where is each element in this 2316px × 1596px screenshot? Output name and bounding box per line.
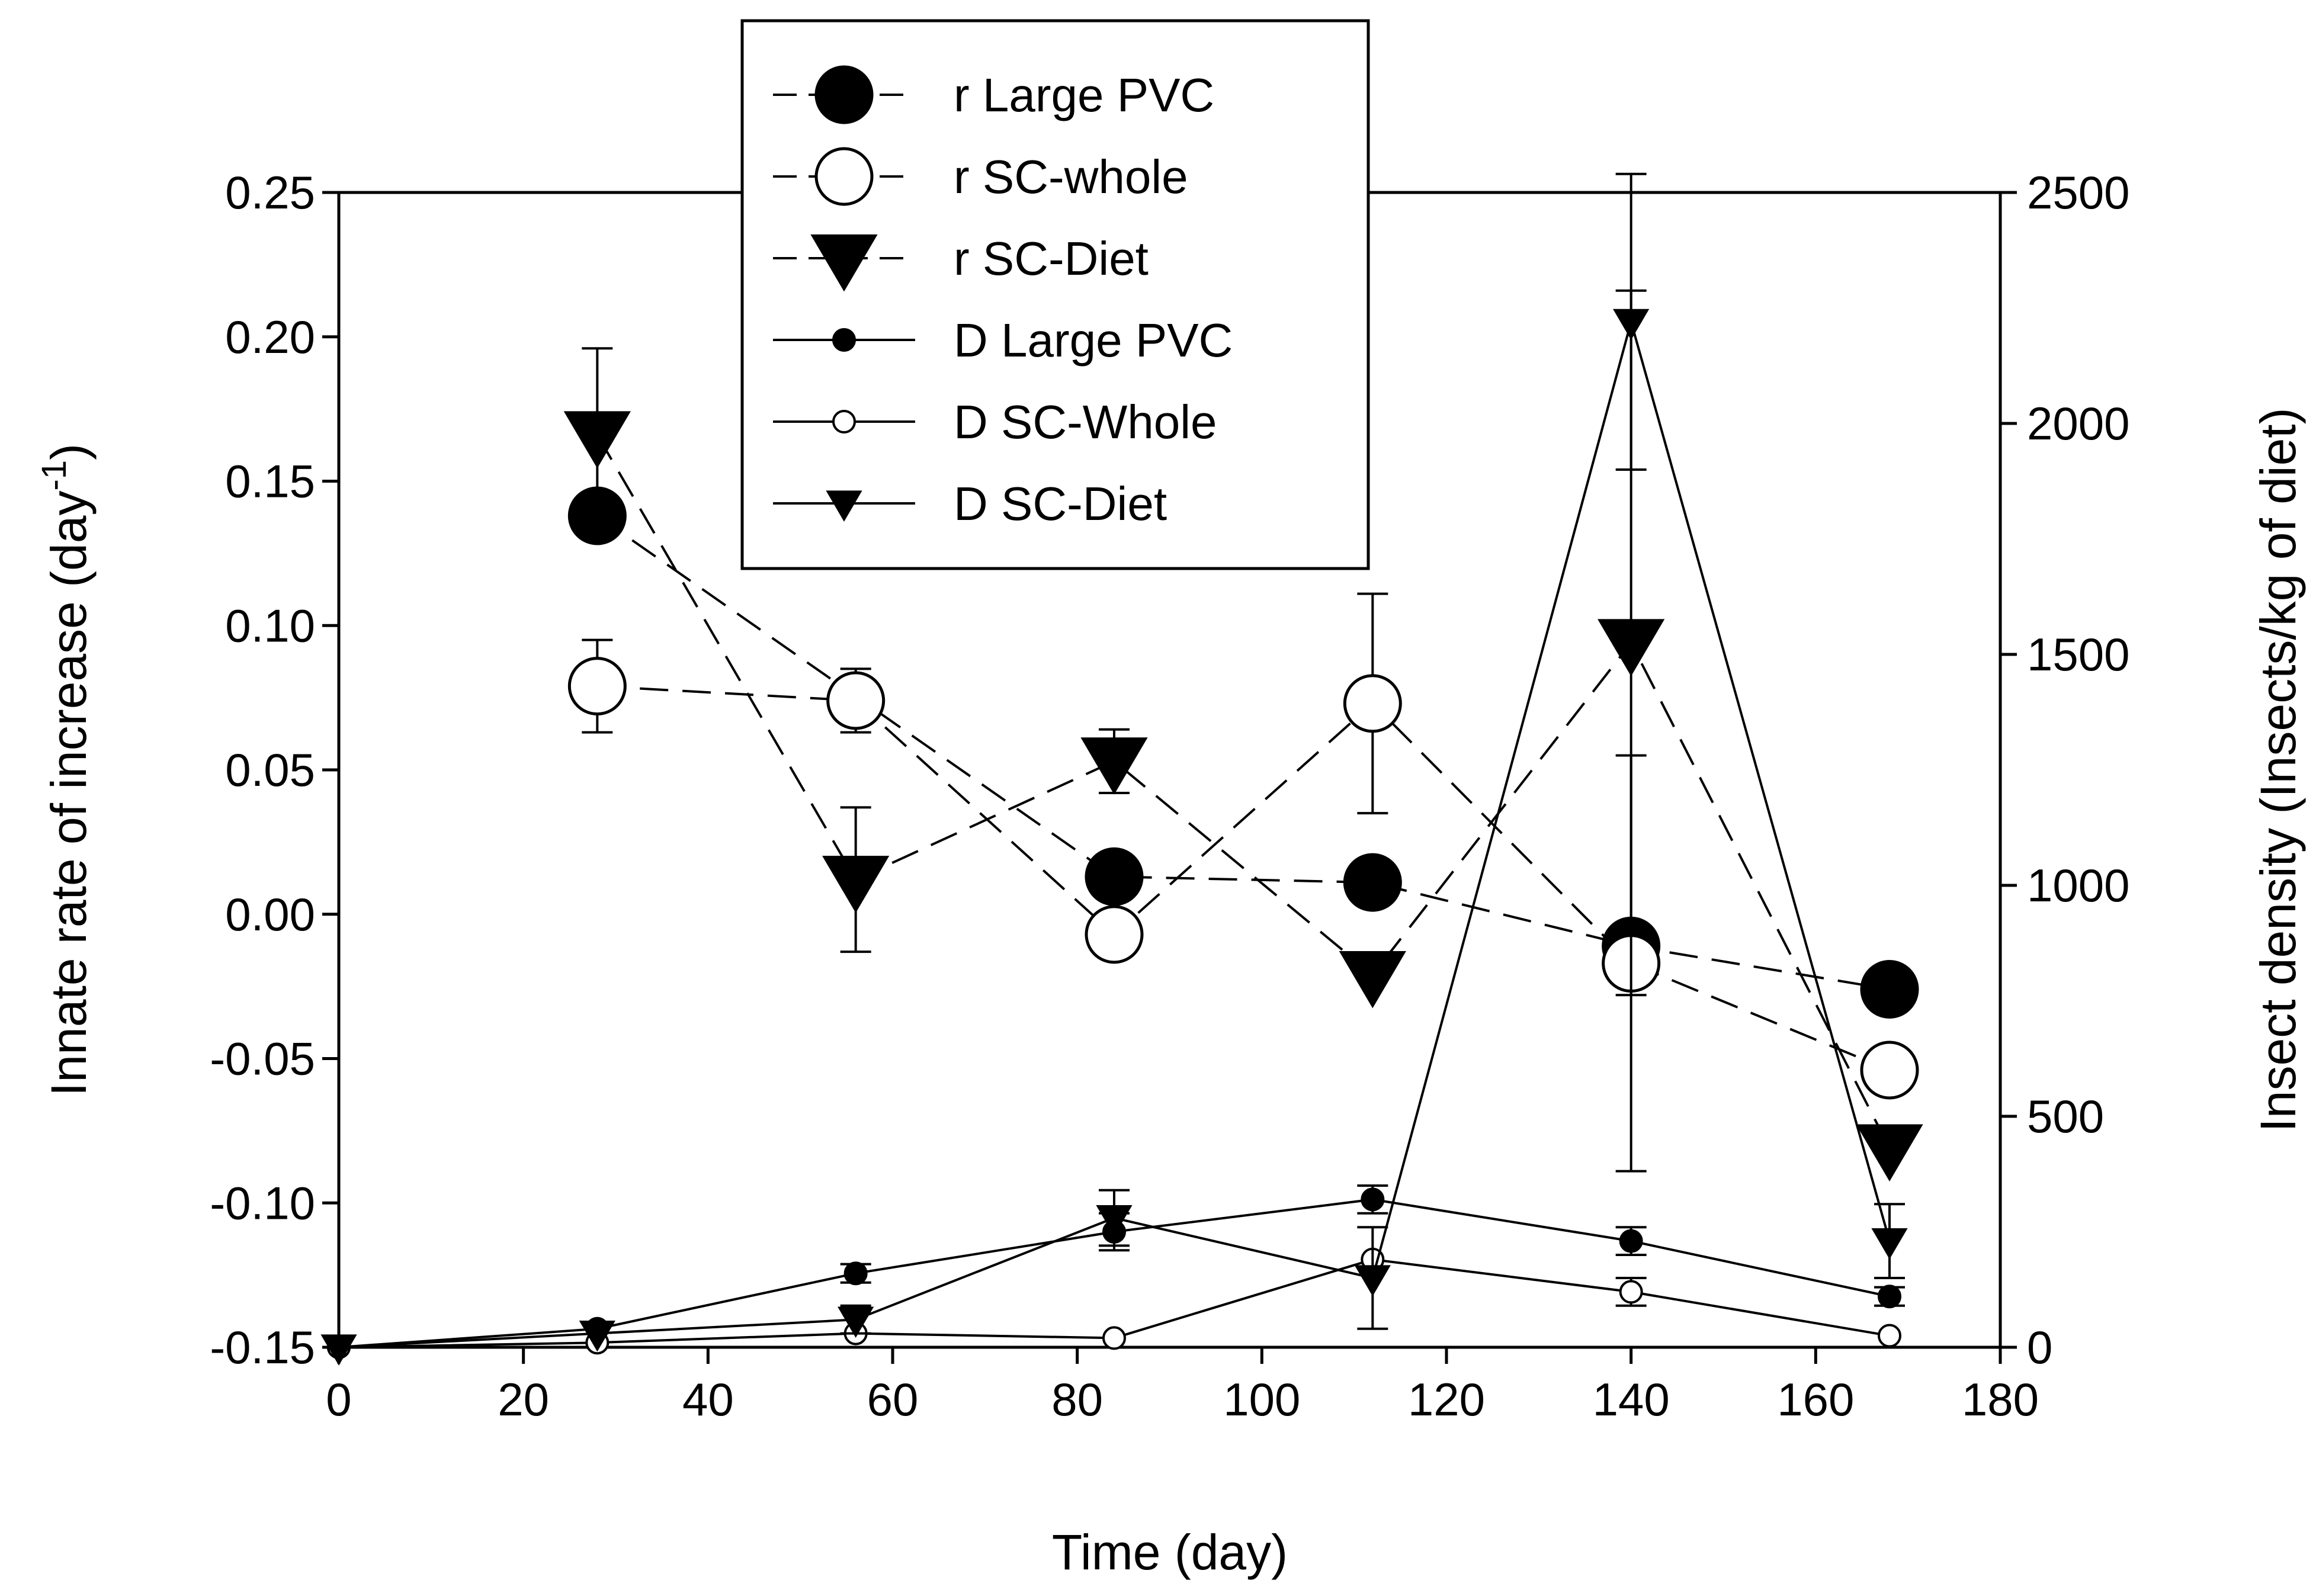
y-left-tick-label: 0.20 — [225, 311, 315, 363]
axes: 0 20 40 60 80 100 120 140 160 180 -0.15 -0.10 -0.05 0… — [210, 166, 2129, 1425]
data-point — [1878, 1324, 1901, 1348]
x-tick-label: 80 — [1051, 1373, 1103, 1425]
x-axis-title: Time (day) — [1052, 1524, 1288, 1580]
legend-marker — [810, 234, 878, 292]
x-tick-label: 0 — [326, 1373, 351, 1425]
legend-marker — [826, 490, 862, 522]
legend-item-r-sc-whole: r SC-whole — [773, 147, 1188, 206]
y-right-tick-label: 1500 — [2027, 628, 2130, 680]
y-right-tick-label: 2500 — [2027, 166, 2130, 219]
legend-item-d-sc-diet: D SC-Diet — [773, 477, 1167, 530]
y-right-axis-title: Insect density (Insects/kg of diet) — [2250, 407, 2306, 1132]
data-point — [1619, 1280, 1643, 1304]
data-point — [843, 1261, 868, 1286]
legend-item-d-sc-whole: D SC-Whole — [773, 396, 1217, 448]
x-tick-label: 40 — [682, 1373, 734, 1425]
data-point — [826, 671, 886, 730]
y-left-tick-label: -0.10 — [210, 1177, 315, 1229]
y-right-tick-label: 1000 — [2027, 859, 2130, 911]
x-tick-label: 100 — [1223, 1373, 1300, 1425]
y-left-axis-title-end: ) — [41, 444, 97, 460]
y-left-tick-label: -0.05 — [210, 1033, 315, 1085]
data-point — [1860, 1041, 1919, 1100]
data-point — [1871, 1228, 1908, 1260]
legend-marker — [814, 65, 874, 124]
x-tick-label: 180 — [1962, 1373, 2039, 1425]
data-point — [563, 411, 631, 468]
y-left-tick-label: 0.15 — [225, 455, 315, 508]
series-line-r-sc-whole — [597, 685, 1890, 1071]
series-line-r-sc-diet — [596, 434, 1891, 1149]
series-line-r-large-pvc — [596, 515, 1890, 991]
data-point — [1080, 737, 1148, 795]
series-layer — [320, 172, 1923, 1366]
legend-item-r-sc-diet: r SC-Diet — [773, 232, 1149, 292]
x-tick-label: 60 — [867, 1373, 919, 1425]
data-point — [1096, 1205, 1133, 1237]
legend-label: D SC-Whole — [954, 396, 1217, 448]
y-left-axis-title: Innate rate of increase (day-1) — [35, 444, 97, 1096]
data-point — [1361, 1187, 1385, 1212]
data-point — [579, 1320, 615, 1352]
x-tick-label: 160 — [1777, 1373, 1854, 1425]
data-point — [1343, 853, 1402, 912]
data-point — [1354, 1265, 1391, 1296]
data-point — [838, 1306, 874, 1338]
data-point — [1343, 674, 1402, 733]
y-right-tick-label: 500 — [2027, 1090, 2104, 1142]
legend-item-r-large-pvc: r Large PVC — [773, 65, 1214, 124]
data-point — [1619, 1229, 1643, 1253]
y-left-tick-label: -0.15 — [210, 1321, 315, 1373]
y-left-tick-label: 0.25 — [225, 166, 315, 219]
data-point — [1856, 1124, 1923, 1181]
legend-item-d-large-pvc: D Large PVC — [773, 314, 1233, 367]
y-right-tick-label: 2000 — [2027, 397, 2130, 449]
y-left-tick-label: 0.00 — [225, 888, 315, 940]
legend-label: r SC-whole — [954, 150, 1188, 203]
legend-marker — [814, 147, 874, 206]
y-left-tick-label: 0.10 — [225, 599, 315, 651]
data-point — [567, 657, 627, 716]
legend-marker — [832, 410, 856, 433]
x-tick-label: 20 — [498, 1373, 549, 1425]
legend-label: D Large PVC — [954, 314, 1233, 367]
data-point — [1102, 1326, 1126, 1350]
y-left-tick-label: 0.05 — [225, 744, 315, 796]
series-r-sc-whole — [567, 592, 1919, 1173]
legend-label: r SC-Diet — [954, 232, 1149, 285]
y-left-axis-title-main: Innate rate of increase (day — [41, 490, 97, 1096]
data-point — [1860, 960, 1919, 1019]
y-left-axis-title-sup: -1 — [35, 460, 73, 491]
legend-marker — [832, 328, 856, 352]
data-point — [320, 1334, 357, 1366]
legend: r Large PVC r SC-whole r SC-Diet D Large PV… — [740, 19, 1370, 570]
data-point — [822, 856, 890, 913]
data-point — [1613, 309, 1650, 341]
data-point — [1085, 847, 1144, 906]
legend-label: r Large PVC — [954, 69, 1214, 121]
data-point — [1085, 905, 1144, 964]
legend-label: D SC-Diet — [954, 477, 1167, 530]
series-r-large-pvc — [567, 486, 1919, 1019]
x-tick-label: 120 — [1408, 1373, 1485, 1425]
series-d-sc-diet — [320, 172, 1908, 1366]
series-r-sc-diet — [563, 289, 1923, 1181]
data-point — [1339, 950, 1406, 1009]
x-tick-label: 140 — [1593, 1373, 1670, 1425]
data-point — [1878, 1284, 1901, 1309]
data-point — [1598, 619, 1665, 676]
y-right-tick-label: 0 — [2027, 1321, 2052, 1373]
